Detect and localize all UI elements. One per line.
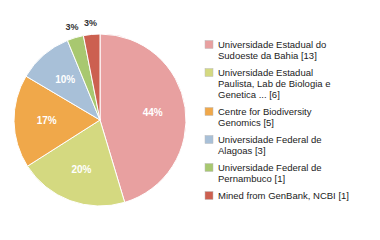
legend-label: Universidade Federal deAlagoas [3] <box>218 134 322 156</box>
legend-label: Universidade Estadual doSudoeste da Bahi… <box>218 39 326 61</box>
legend-swatch <box>205 136 213 144</box>
data-label: 20% <box>71 164 91 175</box>
data-label: 44% <box>143 107 163 118</box>
data-label: 3% <box>66 22 79 32</box>
legend-swatch <box>205 69 213 77</box>
chart: 44% 20% 17% 10% 3% 3% Universidade Estadual do… <box>0 0 380 240</box>
legend-label: Centre for BiodiversityGenomics [5] <box>218 106 312 128</box>
legend-label: Universidade Federal dePernambuco [1] <box>218 162 322 184</box>
data-labels: 44% 20% 17% 10% 3% 3% <box>37 18 163 175</box>
slices <box>14 34 186 206</box>
legend-swatch <box>205 164 213 172</box>
legend-swatch <box>205 41 213 49</box>
legend-label: Universidade EstadualPaulista, Lab de Bi… <box>218 67 331 100</box>
data-label: 10% <box>55 74 75 85</box>
legend-label: Mined from GenBank, NCBI [1] <box>218 190 349 201</box>
legend: Universidade Estadual doSudoeste da Bahi… <box>205 39 349 201</box>
data-label: 3% <box>84 18 97 28</box>
pie-slice <box>83 34 100 120</box>
legend-swatch <box>205 192 213 200</box>
legend-swatch <box>205 108 213 116</box>
data-label: 17% <box>37 115 57 126</box>
